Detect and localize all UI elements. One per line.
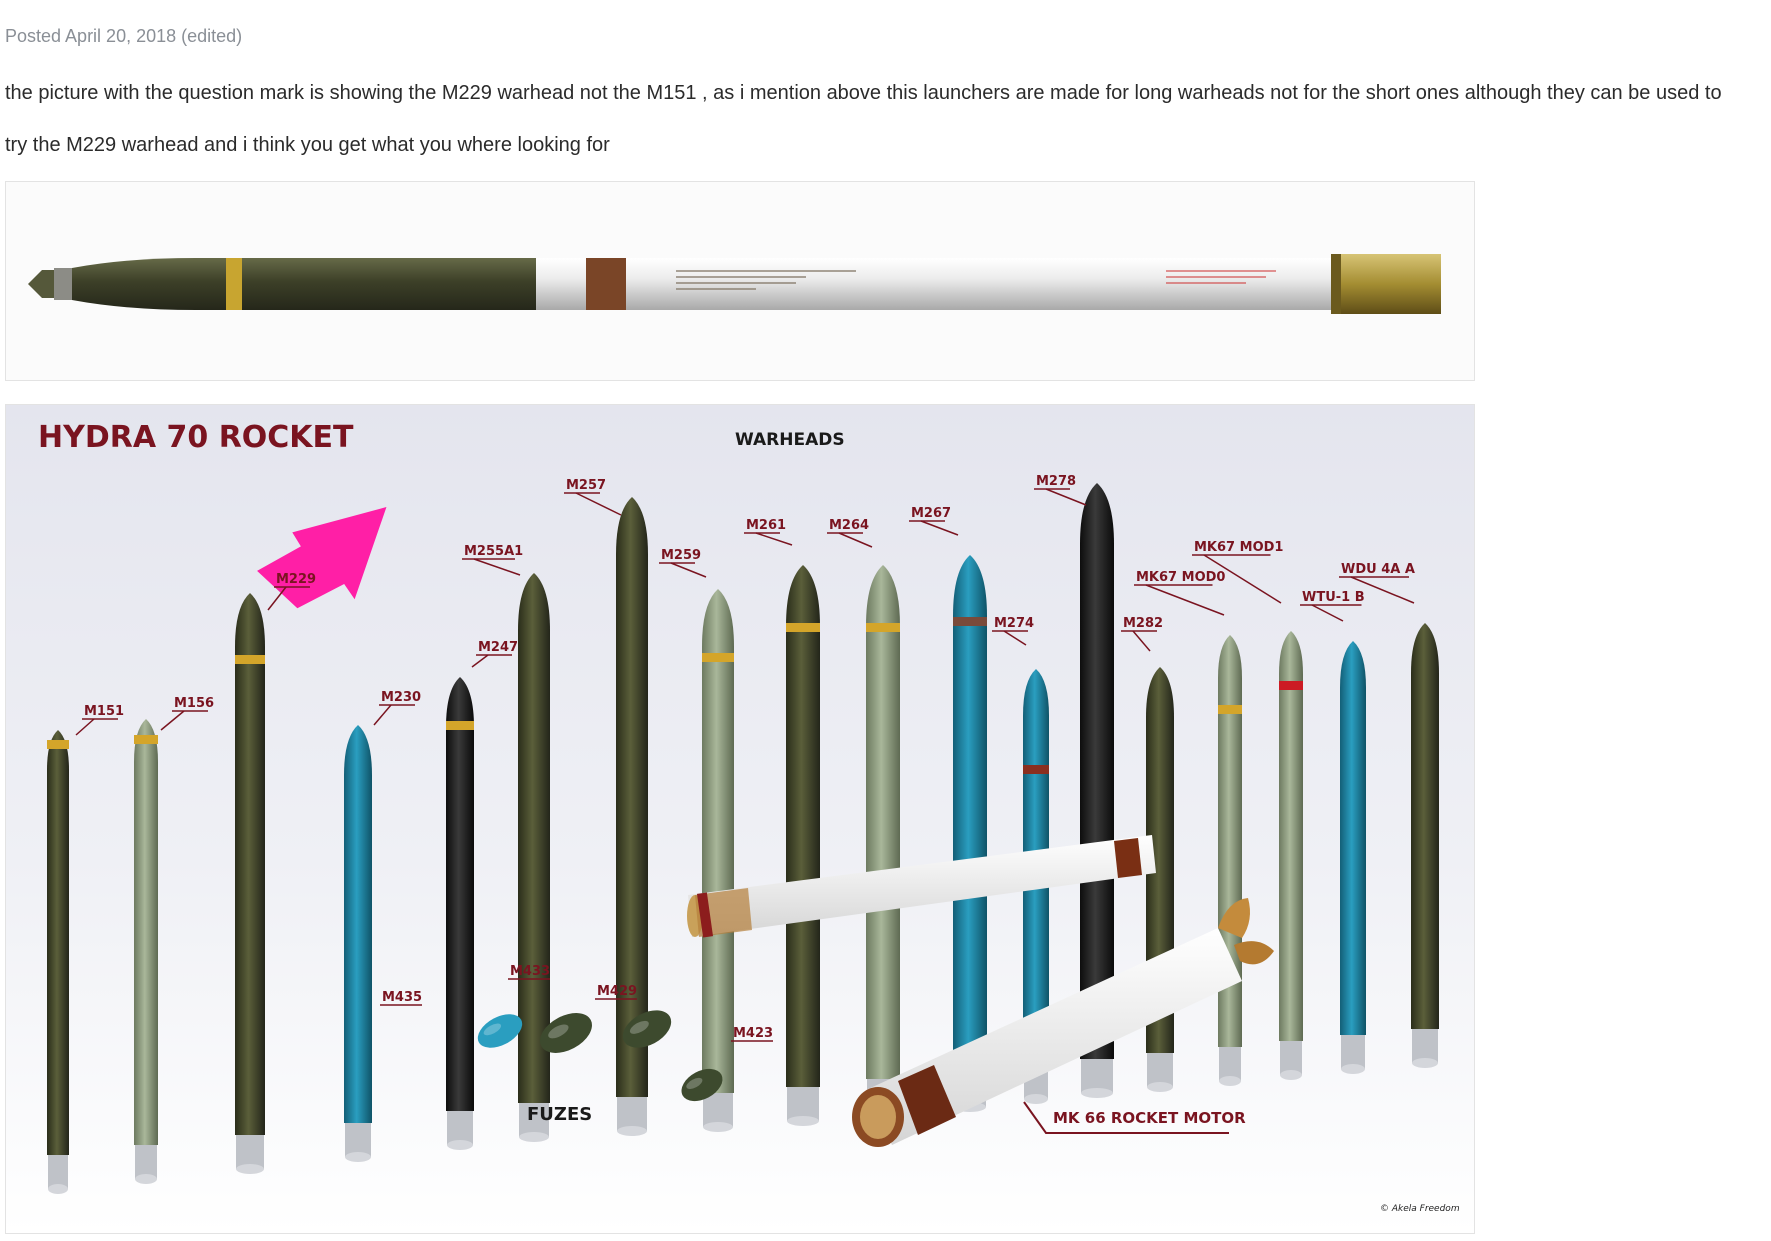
fuze-m429 — [622, 1010, 672, 1048]
rocket-profile-icon — [28, 254, 1441, 314]
label-leader — [575, 492, 622, 516]
warhead-label: MK67 MOD0 — [1136, 570, 1225, 585]
hydra-infographic: HYDRA 70 ROCKET WARHEADS FUZES MK 66 ROC… — [6, 405, 1474, 1233]
warhead-m151 — [47, 730, 69, 1194]
warhead-label: M267 — [911, 506, 951, 521]
warhead-label: M156 — [174, 696, 214, 711]
warhead-label: M230 — [381, 690, 421, 705]
label-leader — [1311, 604, 1344, 622]
fuze-label: M433 — [510, 964, 550, 979]
label-leader — [1045, 488, 1087, 506]
pink-arrow-icon — [257, 507, 387, 609]
fuze-m433 — [540, 1013, 592, 1053]
warhead-label: M274 — [994, 616, 1034, 631]
fuze-label: M423 — [733, 1026, 773, 1041]
label-leader — [1132, 630, 1151, 652]
credit-text: © Akela Freedom — [1380, 1204, 1460, 1214]
post-timestamp: Posted April 20, 2018 (edited) — [5, 26, 243, 46]
warhead-label: WDU 4A A — [1341, 562, 1415, 577]
warhead-m259 — [702, 589, 734, 1132]
label-leader — [373, 704, 392, 726]
warhead-m264 — [866, 565, 900, 1118]
warhead-label: M259 — [661, 548, 701, 563]
warhead-mk67-mod0 — [1218, 635, 1242, 1086]
warhead-m156 — [134, 719, 158, 1184]
label-leader — [838, 532, 873, 548]
warhead-m257 — [616, 497, 648, 1136]
warhead-label: M229 — [276, 572, 316, 587]
label-leader — [670, 562, 707, 578]
fuze-m423 — [681, 1068, 723, 1102]
rocket-profile-image[interactable] — [5, 181, 1475, 381]
label-leader — [755, 532, 793, 546]
warhead-label: M278 — [1036, 474, 1076, 489]
label-leader — [473, 558, 521, 576]
fuze-label: M435 — [382, 990, 422, 1005]
label-leader — [1350, 576, 1415, 604]
label-leader — [160, 710, 185, 731]
warhead-label: M257 — [566, 478, 606, 493]
warheads-heading: WARHEADS — [735, 430, 845, 450]
motor-label: MK 66 ROCKET MOTOR — [1053, 1109, 1246, 1127]
hydra-infographic-image[interactable]: HYDRA 70 ROCKET WARHEADS FUZES MK 66 ROC… — [5, 404, 1475, 1234]
warhead-label: M247 — [478, 640, 518, 655]
warhead-mk67-mod1 — [1279, 631, 1303, 1080]
post-paragraph: the picture with the question mark is sh… — [5, 82, 1722, 104]
fuzes-heading: FUZES — [527, 1104, 592, 1125]
warhead-m229 — [235, 593, 265, 1174]
warhead-m255a1 — [518, 573, 550, 1142]
label-leader — [1203, 554, 1282, 604]
label-leader — [1145, 584, 1225, 616]
label-leader — [1003, 630, 1027, 646]
warhead-wtu-1-b — [1340, 641, 1366, 1074]
warhead-m278 — [1080, 483, 1114, 1098]
warhead-label: WTU-1 B — [1302, 590, 1365, 605]
label-leader — [471, 654, 489, 668]
warhead-m282 — [1146, 667, 1174, 1092]
rocket-motor-lower — [852, 898, 1274, 1147]
warhead-m261 — [786, 565, 820, 1126]
warhead-label: M255A1 — [464, 544, 523, 559]
warhead-m247 — [446, 677, 474, 1150]
warhead-label: M151 — [84, 704, 124, 719]
warhead-wdu-4a-a — [1411, 623, 1439, 1068]
label-leader — [920, 520, 959, 536]
label-leader — [267, 586, 287, 611]
fuze-m435 — [477, 1014, 523, 1048]
label-leader — [75, 718, 95, 736]
warhead-label: M261 — [746, 518, 786, 533]
warhead-label: M264 — [829, 518, 869, 533]
fuze-label: M429 — [597, 984, 637, 999]
warhead-label: MK67 MOD1 — [1194, 540, 1283, 555]
post-paragraph: try the M229 warhead and i think you get… — [5, 134, 610, 156]
warhead-label: M282 — [1123, 616, 1163, 631]
warhead-m267 — [953, 555, 987, 1112]
rocket-motor-upper — [687, 835, 1156, 938]
infographic-title: HYDRA 70 ROCKET — [38, 420, 354, 455]
warhead-m230 — [344, 725, 372, 1162]
